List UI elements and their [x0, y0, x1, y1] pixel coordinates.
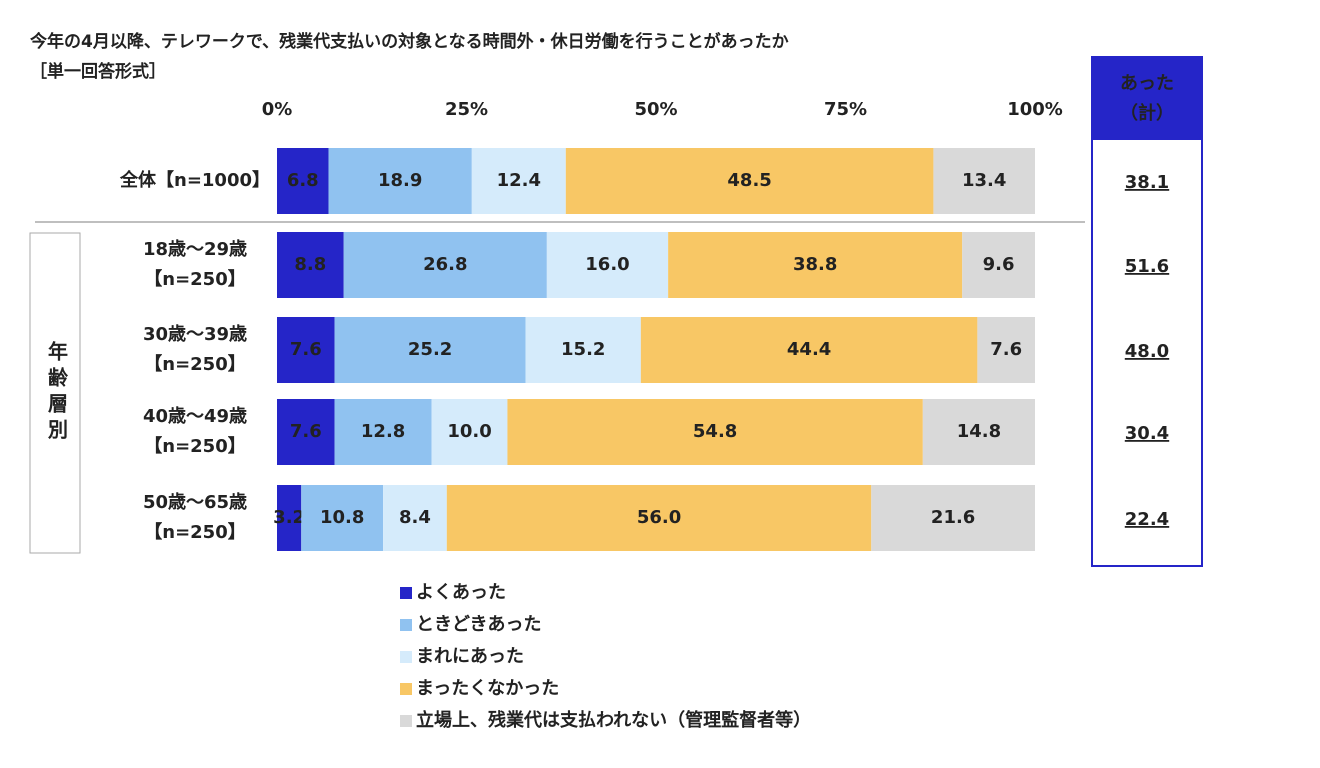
totals-title: あった — [1120, 73, 1174, 94]
bar-segment — [471, 148, 566, 214]
data-label: 7.6 — [290, 339, 322, 360]
x-tick-label: 100% — [1007, 99, 1063, 120]
legend-swatch — [400, 683, 412, 695]
x-tick-label: 50% — [634, 99, 677, 120]
data-label: 9.6 — [983, 254, 1015, 275]
category-label: 【n=250】 — [144, 436, 245, 457]
data-label: 38.8 — [793, 254, 837, 275]
total-label: 48.0 — [1125, 341, 1169, 362]
data-label: 8.4 — [399, 507, 431, 528]
bar-segment — [334, 399, 432, 465]
data-label: 25.2 — [408, 339, 452, 360]
legend-swatch — [400, 651, 412, 663]
legend-swatch — [400, 715, 412, 727]
legend-label: 立場上、残業代は支払われない（管理監督者等） — [416, 709, 811, 731]
chart-title: 今年の4月以降、テレワークで、残業代支払いの対象となる時間外・休日労働を行うこと… — [30, 31, 789, 52]
x-tick-label: 25% — [445, 99, 488, 120]
data-label: 26.8 — [423, 254, 467, 275]
group-label: 年齢層別 — [45, 340, 69, 445]
data-label: 14.8 — [957, 421, 1001, 442]
data-label: 48.5 — [727, 170, 771, 191]
bar-segment — [343, 232, 547, 298]
x-tick-label: 0% — [262, 99, 293, 120]
bar-segment — [334, 317, 526, 383]
data-label: 8.8 — [294, 254, 326, 275]
category-label: 18歳～29歳 — [143, 239, 247, 260]
group-box — [29, 232, 81, 554]
data-label: 12.8 — [361, 421, 405, 442]
category-label: 30歳～39歳 — [143, 324, 247, 345]
bar-segment — [640, 317, 978, 383]
bar-segment — [668, 232, 963, 298]
bar-segment — [301, 485, 384, 551]
category-label: 全体【n=1000】 — [119, 169, 270, 191]
bar-segment — [446, 485, 872, 551]
data-label: 10.8 — [320, 507, 364, 528]
bar-segment — [933, 148, 1035, 214]
data-label: 12.4 — [497, 170, 541, 191]
total-label: 22.4 — [1125, 509, 1169, 530]
data-label: 3.2 — [273, 507, 305, 528]
x-tick-label: 75% — [824, 99, 867, 120]
bar-segment — [525, 317, 641, 383]
total-label: 38.1 — [1125, 172, 1169, 193]
category-label: 【n=250】 — [144, 269, 245, 290]
legend-label: ときどきあった — [416, 614, 541, 635]
data-label: 13.4 — [962, 170, 1006, 191]
bar-segment — [977, 317, 1035, 383]
totals-header — [1092, 57, 1202, 140]
data-label: 44.4 — [787, 339, 831, 360]
data-label: 7.6 — [990, 339, 1022, 360]
data-label: 16.0 — [585, 254, 629, 275]
bar-segment — [277, 232, 344, 298]
legend-label: まったくなかった — [416, 678, 559, 699]
data-label: 18.9 — [378, 170, 422, 191]
category-label: 40歳～49歳 — [143, 406, 247, 427]
bar-segment — [871, 485, 1035, 551]
data-label: 21.6 — [931, 507, 975, 528]
data-label: 54.8 — [693, 421, 737, 442]
bar-segment — [277, 399, 335, 465]
bar-segment — [431, 399, 508, 465]
bar-segment — [546, 232, 669, 298]
category-label: 50歳～65歳 — [143, 492, 247, 513]
data-label: 15.2 — [561, 339, 605, 360]
totals-title: （計） — [1120, 102, 1174, 124]
data-label: 6.8 — [287, 170, 319, 191]
total-label: 30.4 — [1125, 423, 1169, 444]
bar-segment — [328, 148, 472, 214]
bar-segment — [277, 148, 329, 214]
category-label: 【n=250】 — [144, 522, 245, 543]
data-label: 56.0 — [637, 507, 681, 528]
total-label: 51.6 — [1125, 256, 1169, 277]
bar-segment — [383, 485, 447, 551]
bar-segment — [922, 399, 1035, 465]
bar-segment — [277, 317, 335, 383]
bar-segment — [277, 485, 302, 551]
legend-label: まれにあった — [416, 646, 524, 667]
bar-segment — [507, 399, 923, 465]
legend-swatch — [400, 587, 412, 599]
legend-swatch — [400, 619, 412, 631]
data-label: 10.0 — [447, 421, 491, 442]
chart-subtitle: ［単一回答形式］ — [30, 61, 166, 82]
bar-segment — [565, 148, 934, 214]
legend-label: よくあった — [416, 582, 506, 603]
data-label: 7.6 — [290, 421, 322, 442]
bar-segment — [962, 232, 1035, 298]
category-label: 【n=250】 — [144, 354, 245, 375]
